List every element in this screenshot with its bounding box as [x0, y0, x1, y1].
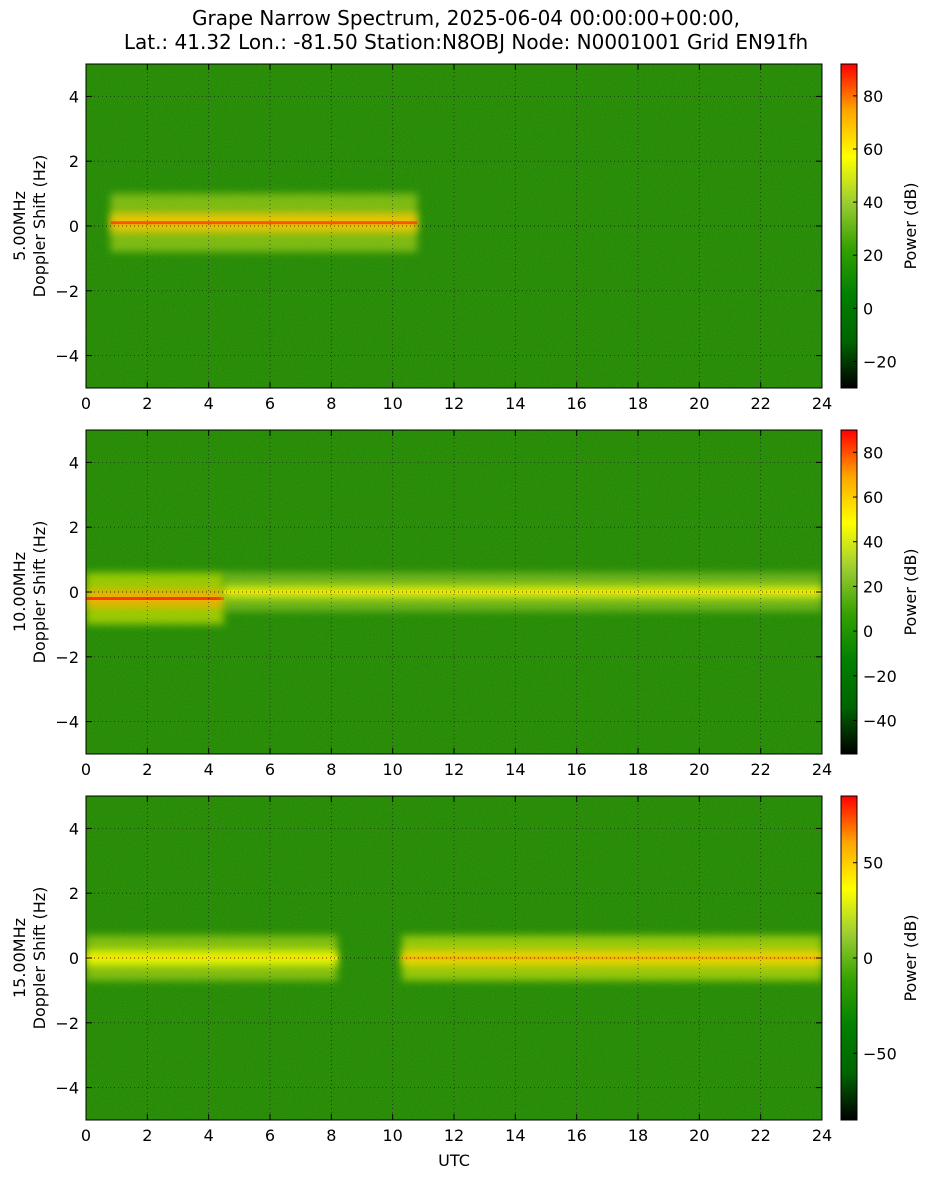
x-tick-label: 0 [81, 760, 91, 779]
colorbar-tick-label: −20 [863, 667, 897, 686]
x-tick-label: 2 [142, 1126, 152, 1145]
y-tick-label: −4 [55, 713, 79, 732]
x-tick-label: 8 [326, 394, 336, 413]
x-tick-label: 0 [81, 1126, 91, 1145]
x-tick-label: 14 [505, 1126, 525, 1145]
x-tick-label: 20 [689, 760, 709, 779]
y-axis-label-doppler: Doppler Shift (Hz) [30, 155, 49, 298]
x-tick-label: 12 [444, 394, 464, 413]
y-tick-label: 0 [69, 583, 79, 602]
x-tick-label: 18 [628, 394, 648, 413]
colorbar-label: Power (dB) [901, 914, 920, 1001]
x-tick-label: 24 [812, 394, 832, 413]
x-tick-label: 24 [812, 1126, 832, 1145]
signal-group [110, 193, 418, 252]
x-tick-label: 6 [265, 394, 275, 413]
x-tick-label: 14 [505, 760, 525, 779]
y-tick-label: −2 [55, 282, 79, 301]
x-tick-label: 4 [204, 394, 214, 413]
y-tick-label: −2 [55, 1014, 79, 1033]
x-tick-label: 16 [566, 394, 586, 413]
colorbar-tick-label: 0 [863, 622, 873, 641]
colorbar [840, 63, 858, 389]
colorbar-tick-label: 60 [863, 140, 883, 159]
y-axis-label-frequency: 10.00MHz [10, 552, 29, 632]
x-axis-label: UTC [438, 1151, 470, 1170]
x-tick-label: 14 [505, 394, 525, 413]
x-tick-label: 22 [750, 760, 770, 779]
y-tick-label: 4 [69, 819, 79, 838]
y-axis-label-frequency: 15.00MHz [10, 918, 29, 998]
x-tick-label: 2 [142, 760, 152, 779]
x-tick-label: 20 [689, 394, 709, 413]
y-tick-label: −2 [55, 648, 79, 667]
x-tick-label: 10 [382, 760, 402, 779]
x-tick-label: 22 [750, 394, 770, 413]
title-line-1: Grape Narrow Spectrum, 2025-06-04 00:00:… [192, 6, 740, 30]
colorbar-tick-label: 0 [863, 299, 873, 318]
colorbar-label: Power (dB) [901, 182, 920, 269]
x-tick-label: 16 [566, 1126, 586, 1145]
colorbar-tick-label: −50 [863, 1044, 897, 1063]
x-tick-label: 6 [265, 760, 275, 779]
y-tick-label: 4 [69, 87, 79, 106]
y-tick-label: 4 [69, 453, 79, 472]
y-tick-label: 2 [69, 152, 79, 171]
y-tick-label: −4 [55, 347, 79, 366]
y-tick-label: 0 [69, 949, 79, 968]
x-tick-label: 6 [265, 1126, 275, 1145]
colorbar-label: Power (dB) [901, 548, 920, 635]
colorbar-tick-label: 80 [863, 87, 883, 106]
signal-group [86, 935, 822, 981]
x-tick-label: 12 [444, 1126, 464, 1145]
y-tick-label: 2 [69, 884, 79, 903]
colorbar-tick-label: −20 [863, 352, 897, 371]
x-tick-label: 10 [382, 1126, 402, 1145]
x-tick-label: 20 [689, 1126, 709, 1145]
y-axis-label-doppler: Doppler Shift (Hz) [30, 521, 49, 664]
x-tick-label: 22 [750, 1126, 770, 1145]
y-axis-label-doppler: Doppler Shift (Hz) [30, 887, 49, 1030]
x-tick-label: 18 [628, 760, 648, 779]
colorbar-tick-label: 0 [863, 949, 873, 968]
x-tick-label: 10 [382, 394, 402, 413]
x-tick-label: 18 [628, 1126, 648, 1145]
colorbar-tick-label: 20 [863, 577, 883, 596]
colorbar-tick-label: 60 [863, 488, 883, 507]
x-tick-label: 4 [204, 760, 214, 779]
title-line-2: Lat.: 41.32 Lon.: -81.50 Station:N8OBJ N… [123, 30, 809, 54]
colorbar-tick-label: 50 [863, 854, 883, 873]
x-tick-label: 2 [142, 394, 152, 413]
x-tick-label: 8 [326, 760, 336, 779]
colorbar-tick-label: −40 [863, 711, 897, 730]
x-tick-label: 8 [326, 1126, 336, 1145]
x-tick-label: 24 [812, 760, 832, 779]
x-tick-label: 16 [566, 760, 586, 779]
y-tick-label: 2 [69, 518, 79, 537]
y-tick-label: 0 [69, 217, 79, 236]
y-tick-label: −4 [55, 1079, 79, 1098]
x-tick-label: 12 [444, 760, 464, 779]
colorbar-tick-label: 40 [863, 193, 883, 212]
colorbar [840, 429, 858, 755]
colorbar-tick-label: 40 [863, 533, 883, 552]
y-axis-label-frequency: 5.00MHz [10, 191, 29, 261]
x-tick-label: 4 [204, 1126, 214, 1145]
x-tick-label: 0 [81, 394, 91, 413]
colorbar-tick-label: 20 [863, 246, 883, 265]
colorbar-tick-label: 80 [863, 443, 883, 462]
